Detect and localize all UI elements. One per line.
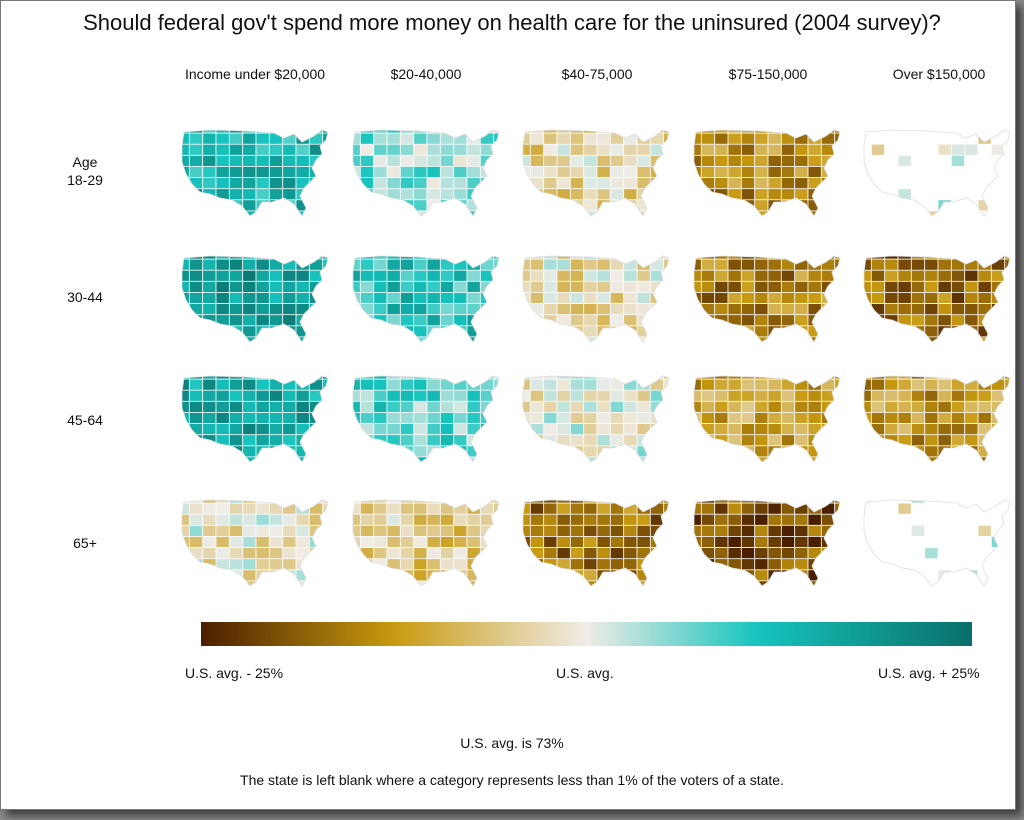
state-map-r1-c1 <box>347 248 507 348</box>
color-scale-bar <box>201 622 972 646</box>
blank-state-note: The state is left blank where a category… <box>240 772 784 788</box>
state-map-r2-c1 <box>347 368 507 468</box>
row-label-age-65-plus: 65+ <box>73 535 97 551</box>
chart-title: Should federal gov't spend more money on… <box>83 10 941 35</box>
state-map-r2-c4 <box>858 368 1018 468</box>
state-map-r3-c4 <box>858 492 1018 592</box>
row-label-age-45-64: 45-64 <box>67 412 103 428</box>
state-map-r3-c2 <box>517 492 677 592</box>
state-map-r0-c0 <box>176 122 336 222</box>
column-label-income-40-75000: $40-75,000 <box>561 66 633 82</box>
column-label-income-over-150000: Over $150,000 <box>892 66 986 82</box>
scale-label-average: U.S. avg. <box>556 665 614 681</box>
state-map-r0-c2 <box>517 122 677 222</box>
scale-label-plus-25: U.S. avg. + 25% <box>878 665 980 681</box>
state-map-r3-c0 <box>176 492 336 592</box>
state-map-r2-c2 <box>517 368 677 468</box>
column-label-income-75-150000: $75-150,000 <box>728 66 808 82</box>
state-map-r0-c3 <box>688 122 848 222</box>
row-label-age-18-29: Age 18-29 <box>67 154 103 188</box>
state-map-r1-c0 <box>176 248 336 348</box>
state-map-r3-c1 <box>347 492 507 592</box>
state-map-r2-c0 <box>176 368 336 468</box>
state-map-r2-c3 <box>688 368 848 468</box>
state-map-r0-c1 <box>347 122 507 222</box>
column-label-income-under-20000: Income under $20,000 <box>184 66 326 82</box>
state-map-r0-c4 <box>858 122 1018 222</box>
state-map-r1-c4 <box>858 248 1018 348</box>
average-note: U.S. avg. is 73% <box>460 735 564 751</box>
column-label-income-20-40000: $20-40,000 <box>390 66 462 82</box>
row-label-age-30-44: 30-44 <box>67 289 103 305</box>
scale-label-minus-25: U.S. avg. - 25% <box>185 665 284 681</box>
state-map-r1-c2 <box>517 248 677 348</box>
state-map-r3-c3 <box>688 492 848 592</box>
state-map-r1-c3 <box>688 248 848 348</box>
